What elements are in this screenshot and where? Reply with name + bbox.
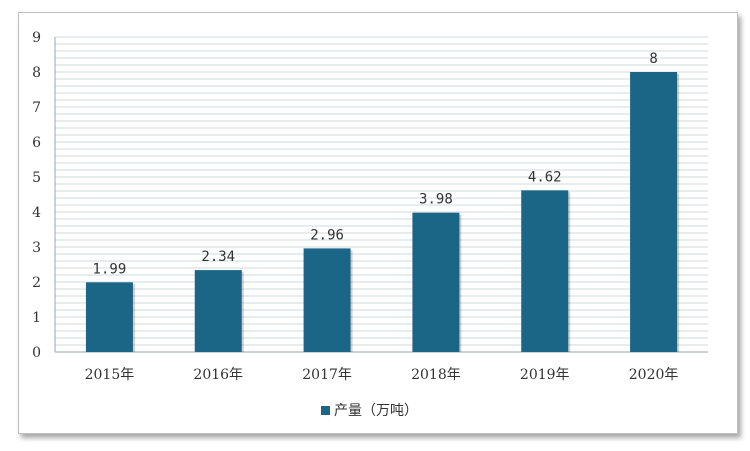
y-tick-label: 4 bbox=[32, 205, 41, 221]
bar bbox=[630, 72, 678, 352]
data-label: 1.99 bbox=[93, 261, 127, 277]
data-label: 2.96 bbox=[310, 227, 344, 243]
plot-area bbox=[55, 37, 708, 352]
x-tick-label: 2019年 bbox=[520, 367, 570, 383]
y-tick-label: 0 bbox=[32, 345, 41, 361]
bar bbox=[85, 282, 133, 352]
y-tick-label: 8 bbox=[32, 65, 41, 81]
bars bbox=[85, 72, 680, 352]
data-label: 8 bbox=[649, 51, 657, 67]
legend-label: 产量（万吨） bbox=[334, 403, 418, 419]
y-tick-label: 9 bbox=[32, 30, 41, 46]
y-tick-label: 2 bbox=[32, 275, 41, 291]
x-axis-ticks: 2015年 2016年 2017年 2018年 2019年 2020年 bbox=[85, 367, 679, 383]
gridlines bbox=[54, 36, 708, 353]
legend-swatch bbox=[321, 406, 330, 415]
y-tick-label: 3 bbox=[32, 240, 41, 256]
data-label: 3.98 bbox=[419, 192, 453, 208]
y-axis-ticks: 0 1 2 3 4 5 6 7 8 9 bbox=[32, 30, 41, 361]
bar bbox=[194, 270, 242, 352]
y-tick-label: 6 bbox=[32, 135, 41, 151]
y-tick-label: 7 bbox=[32, 100, 41, 116]
legend: 产量（万吨） bbox=[321, 403, 418, 419]
x-tick-label: 2018年 bbox=[411, 367, 461, 383]
x-tick-label: 2015年 bbox=[85, 367, 135, 383]
y-tick-label: 1 bbox=[32, 310, 41, 326]
data-labels: 1.99 2.34 2.96 3.98 4.62 8 bbox=[93, 51, 658, 277]
x-tick-label: 2020年 bbox=[629, 367, 679, 383]
bar bbox=[303, 248, 351, 352]
y-tick-label: 5 bbox=[32, 170, 41, 186]
x-tick-label: 2017年 bbox=[302, 367, 352, 383]
x-tick-label: 2016年 bbox=[193, 367, 243, 383]
bar bbox=[412, 212, 460, 352]
data-label: 2.34 bbox=[201, 249, 235, 265]
data-label: 4.62 bbox=[528, 169, 562, 185]
bar bbox=[521, 190, 569, 352]
